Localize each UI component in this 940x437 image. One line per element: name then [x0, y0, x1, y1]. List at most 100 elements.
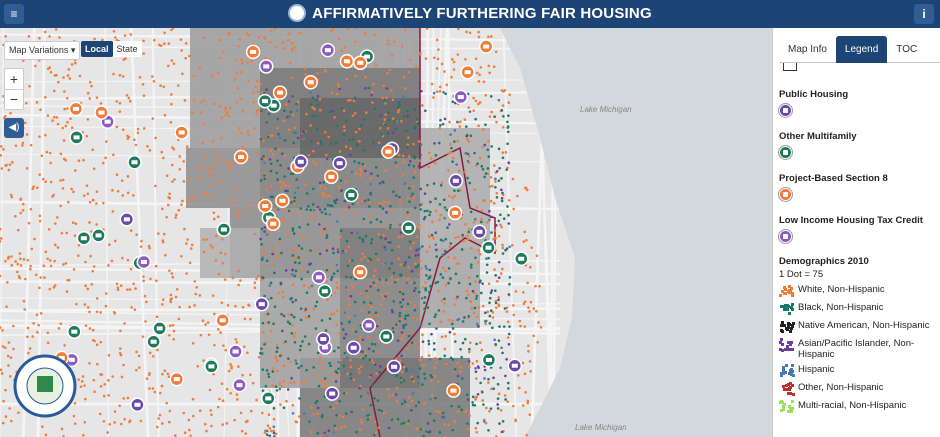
dot — [349, 98, 352, 102]
dot — [467, 140, 471, 143]
dot — [140, 239, 143, 243]
dot — [236, 207, 239, 211]
dot — [365, 289, 368, 293]
dot — [329, 405, 332, 409]
dot — [456, 139, 459, 143]
tab[interactable]: Map Info — [788, 44, 827, 55]
dot — [172, 329, 176, 333]
tab[interactable]: Legend — [835, 36, 888, 63]
dot — [358, 236, 361, 240]
dot — [401, 292, 405, 296]
dot — [291, 268, 294, 272]
dot — [453, 194, 457, 198]
dot — [227, 369, 231, 373]
swatch-dot — [790, 368, 794, 372]
dot — [444, 237, 448, 241]
dot — [437, 309, 441, 312]
dot — [123, 34, 127, 37]
dot — [173, 178, 176, 181]
map-variations-dropdown[interactable]: Map Variations ▾ — [4, 41, 81, 60]
dot — [400, 402, 404, 406]
dot — [141, 335, 145, 338]
dot — [375, 279, 379, 283]
dot — [159, 84, 162, 88]
dot — [271, 252, 274, 256]
dot — [263, 429, 267, 432]
zoom-in[interactable]: + — [5, 69, 23, 90]
dot — [342, 133, 346, 137]
dot — [22, 299, 26, 303]
dot — [514, 290, 518, 293]
dot — [399, 376, 403, 380]
dot — [339, 235, 342, 239]
dot — [328, 361, 331, 365]
dot — [442, 310, 446, 313]
dot — [25, 101, 28, 105]
dot — [490, 289, 494, 292]
dot — [398, 359, 402, 362]
scale-button[interactable]: State — [112, 41, 142, 57]
scale-toggle: Local State — [81, 41, 142, 57]
dot — [90, 282, 94, 286]
dot — [494, 177, 497, 181]
dot — [281, 41, 285, 45]
dot — [396, 339, 400, 342]
dot — [456, 53, 460, 56]
dot — [374, 166, 378, 169]
dot — [525, 433, 529, 437]
dot — [526, 281, 529, 285]
dot — [383, 118, 387, 121]
dot — [54, 28, 58, 31]
dot — [277, 291, 281, 295]
dot — [444, 284, 447, 287]
dot — [487, 282, 491, 286]
dot — [73, 422, 77, 425]
dot — [10, 419, 13, 423]
dot — [461, 233, 464, 237]
dot — [271, 153, 275, 156]
dot — [73, 234, 77, 238]
dot — [118, 101, 122, 105]
dot — [284, 189, 287, 193]
dot — [406, 211, 409, 214]
dot — [168, 409, 172, 413]
dot — [209, 244, 213, 247]
dot — [364, 75, 367, 79]
dot — [188, 428, 191, 432]
dot — [423, 372, 426, 376]
dot — [27, 221, 31, 225]
dot — [443, 206, 447, 209]
dot — [60, 427, 64, 431]
swatch-dot — [790, 293, 794, 297]
dot — [269, 162, 273, 166]
audio-button[interactable]: ◀) — [4, 118, 24, 138]
dot — [298, 261, 301, 265]
dot — [126, 191, 130, 195]
dot — [269, 184, 273, 188]
dot — [186, 199, 190, 202]
dot — [260, 243, 263, 246]
info-button[interactable]: i — [914, 4, 934, 24]
dot — [461, 341, 465, 345]
dot — [449, 151, 453, 154]
dot — [148, 246, 151, 250]
dot — [165, 215, 168, 219]
dot — [439, 238, 443, 242]
dot — [291, 229, 295, 232]
zoom-out[interactable]: − — [9, 91, 19, 107]
dot — [536, 340, 539, 344]
scale-button[interactable]: Local — [81, 41, 113, 57]
hud-logo — [288, 4, 307, 22]
dot — [346, 264, 350, 268]
menu-button[interactable]: ≡ — [4, 4, 24, 24]
tab[interactable]: TOC — [896, 44, 918, 55]
dot — [449, 277, 452, 280]
dot — [402, 114, 406, 118]
dot — [332, 349, 336, 353]
dot — [107, 264, 110, 267]
dot — [364, 32, 367, 35]
map[interactable]: Lake Michigan Lake Michigan Map Variation… — [0, 28, 772, 437]
dot — [439, 184, 443, 187]
swatch-dot — [784, 305, 788, 309]
